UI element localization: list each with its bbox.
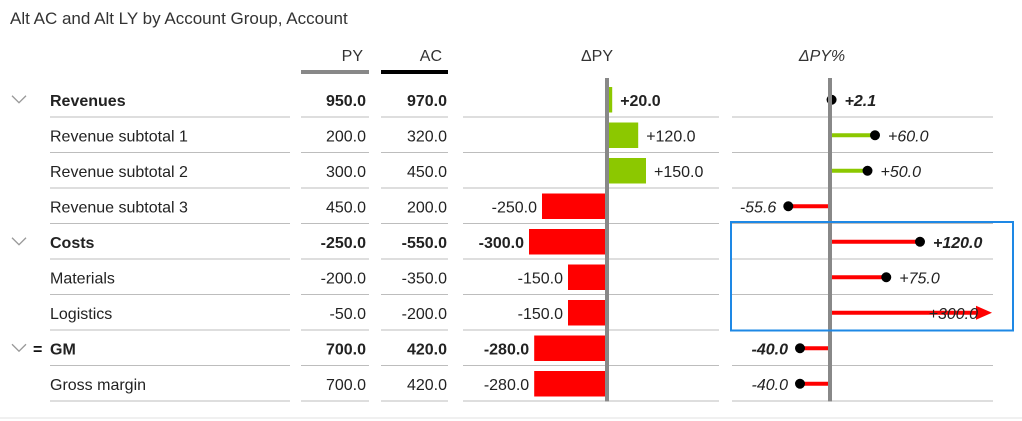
row-prefix: = — [33, 341, 42, 358]
dpy-label: +150.0 — [654, 164, 703, 181]
chevron-down-icon[interactable] — [11, 237, 27, 246]
dpy-label: -150.0 — [518, 270, 563, 287]
row-label: Logistics — [50, 306, 112, 323]
dpy-bar[interactable] — [529, 229, 607, 255]
dpy-label: -280.0 — [484, 341, 529, 358]
dpy-bar[interactable] — [534, 335, 607, 362]
dpy-bar[interactable] — [568, 300, 607, 326]
py-value: -200.0 — [321, 270, 366, 287]
ac-value: -550.0 — [402, 235, 447, 252]
py-value: 700.0 — [326, 341, 366, 358]
dpy-label: -300.0 — [479, 235, 524, 252]
table-row[interactable]: Revenue subtotal 2 300.0 450.0 +150.0 +50.0 — [50, 158, 993, 189]
pct-label: +300.0 — [929, 306, 978, 323]
chart-title: Alt AC and Alt LY by Account Group, Acco… — [10, 9, 348, 28]
row-label: Costs — [50, 235, 95, 252]
ac-header-bar — [381, 70, 448, 74]
pct-label: +75.0 — [899, 270, 940, 287]
chevron-down-icon[interactable] — [11, 95, 27, 104]
dpy-bar[interactable] — [542, 193, 607, 220]
ac-value: 420.0 — [407, 377, 447, 394]
dpy-label: -280.0 — [484, 377, 529, 394]
row-label: Revenue subtotal 3 — [50, 199, 188, 216]
pct-dot[interactable] — [795, 378, 805, 389]
dpy-bar[interactable] — [607, 87, 613, 113]
py-value: 700.0 — [326, 377, 366, 394]
pct-dot[interactable] — [870, 130, 880, 141]
table-row[interactable]: Gross margin 700.0 420.0 -280.0 -40.0 — [50, 371, 993, 402]
table-row[interactable]: = GM 700.0 420.0 -280.0 -40.0 — [11, 335, 993, 366]
pct-label: -40.0 — [752, 377, 789, 394]
dpy-label: -250.0 — [492, 199, 537, 216]
py-value: 200.0 — [326, 128, 366, 145]
row-label: Revenue subtotal 1 — [50, 128, 188, 145]
table-row[interactable]: Revenue subtotal 1 200.0 320.0 +120.0 +60.0 — [50, 122, 993, 153]
pct-label: -40.0 — [752, 341, 789, 358]
ac-value: 420.0 — [407, 341, 447, 358]
row-label: Revenue subtotal 2 — [50, 164, 188, 181]
pct-dot[interactable] — [795, 343, 805, 354]
table-row[interactable]: Revenues 950.0 970.0 +20.0 +2.1 — [11, 87, 993, 118]
row-label: Gross margin — [50, 377, 146, 394]
header-dpy-pct: ΔPY% — [798, 48, 845, 65]
pct-dot[interactable] — [783, 201, 794, 212]
table-row[interactable]: Logistics -50.0 -200.0 -150.0 +300.0 — [50, 300, 993, 331]
py-header-bar — [301, 70, 369, 74]
table-row[interactable]: Revenue subtotal 3 450.0 200.0 -250.0 -55.6 — [50, 193, 993, 224]
table-row[interactable]: Materials -200.0 -350.0 -150.0 +75.0 — [50, 264, 993, 295]
dpy-label: -150.0 — [518, 306, 563, 323]
header-dpy: ΔPY — [581, 48, 613, 65]
pct-label: +120.0 — [933, 235, 982, 252]
row-label: Revenues — [50, 93, 126, 110]
header-ac: AC — [420, 48, 442, 65]
pct-label: +60.0 — [888, 128, 929, 145]
py-value: 450.0 — [326, 199, 366, 216]
py-value: 300.0 — [326, 164, 366, 181]
row-label: Materials — [50, 270, 115, 287]
ac-value: 450.0 — [407, 164, 447, 181]
ac-value: -350.0 — [402, 270, 447, 287]
py-value: -250.0 — [321, 235, 366, 252]
pct-label: -55.6 — [740, 199, 777, 216]
dpy-bar[interactable] — [607, 122, 639, 149]
dpy-bar[interactable] — [568, 264, 607, 291]
header-py: PY — [342, 48, 364, 65]
pct-dot[interactable] — [862, 165, 873, 176]
ac-value: 320.0 — [407, 128, 447, 145]
dpy-bar[interactable] — [607, 158, 646, 184]
pct-label: +2.1 — [845, 93, 877, 110]
py-value: 950.0 — [326, 93, 366, 110]
row-label: GM — [50, 341, 76, 358]
selection-highlight — [730, 221, 1014, 332]
pct-dot[interactable] — [881, 272, 892, 283]
dpy-label: +120.0 — [646, 128, 695, 145]
ac-value: -200.0 — [402, 306, 447, 323]
ac-value: 970.0 — [407, 93, 447, 110]
py-value: -50.0 — [330, 306, 367, 323]
dpy-bar[interactable] — [534, 371, 607, 397]
dpy-label: +20.0 — [620, 93, 661, 110]
pct-dot[interactable] — [915, 236, 925, 247]
arrow-right-icon — [976, 305, 992, 320]
pct-label: +50.0 — [881, 164, 922, 181]
table-row[interactable]: Costs -250.0 -550.0 -300.0 +120.0 — [11, 229, 993, 260]
ac-value: 200.0 — [407, 199, 447, 216]
chevron-down-icon[interactable] — [11, 343, 27, 353]
